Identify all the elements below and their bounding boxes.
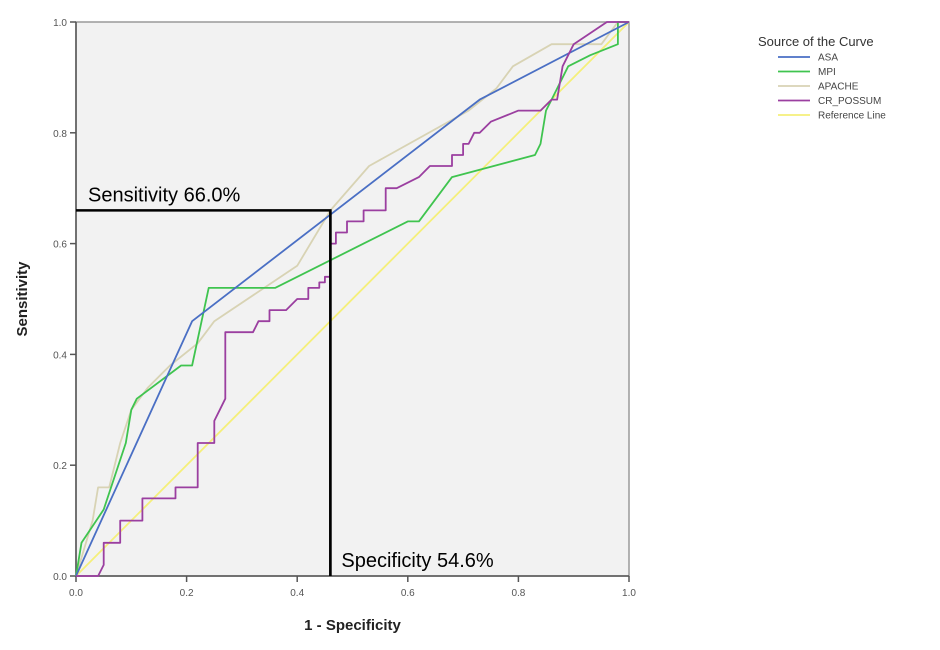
x-axis: 0.0 0.2 0.4 0.6 0.8 1.0 (69, 575, 636, 599)
annotations: Sensitivity 66.0% Specificity 54.6% (76, 184, 494, 576)
legend-label-apache: APACHE (818, 82, 859, 93)
legend-label-reference-line: Reference Line (818, 111, 886, 122)
series-line-reference-line (75, 21, 630, 577)
y-tick-label: 0.4 (53, 350, 67, 361)
sensitivity-annotation: Sensitivity 66.0% (88, 184, 241, 206)
legend: Source of the Curve ASA MPI APACHE CR_POSSU… (758, 34, 886, 122)
legend-label-asa: ASA (818, 53, 838, 64)
legend-label-cr-possum: CR_POSSUM (818, 96, 881, 107)
series-line-apache (75, 21, 629, 577)
series-line-mpi (75, 21, 629, 577)
legend-label-mpi: MPI (818, 67, 836, 78)
series-line-asa (75, 21, 630, 577)
x-axis-title: 1 - Specificity (304, 617, 401, 634)
y-tick-label: 0.6 (53, 240, 67, 251)
x-tick-label: 0.2 (180, 588, 194, 599)
series-line-cr-possum (76, 21, 629, 577)
x-tick-label: 0.8 (511, 588, 525, 599)
y-tick-label: 0.0 (53, 572, 67, 583)
x-tick-label: 0.6 (401, 588, 415, 599)
x-tick-label: 0.0 (69, 588, 83, 599)
x-tick-label: 1.0 (622, 588, 636, 599)
legend-title: Source of the Curve (758, 34, 874, 49)
y-tick-label: 1.0 (53, 18, 67, 29)
specificity-annotation: Specificity 54.6% (341, 550, 494, 572)
y-axis: 0.0 0.2 0.4 0.6 0.8 1.0 (53, 18, 77, 583)
x-tick-label: 0.4 (290, 588, 304, 599)
y-axis-title: Sensitivity (14, 261, 31, 337)
y-tick-label: 0.2 (53, 461, 67, 472)
series-lines (75, 21, 630, 577)
y-tick-label: 0.8 (53, 129, 67, 140)
